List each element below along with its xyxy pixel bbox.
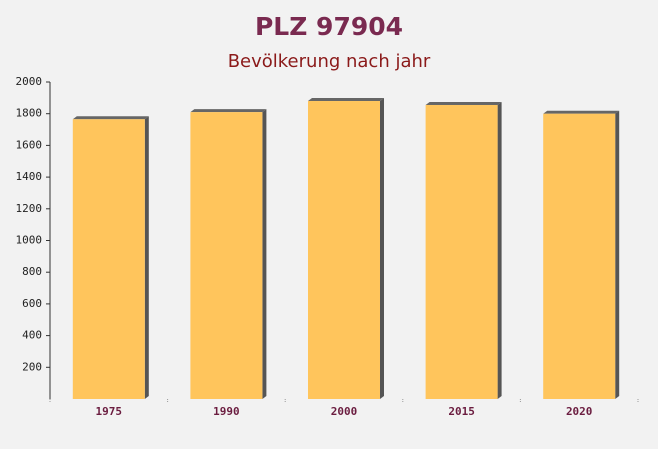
- x-tick-label: 2020: [566, 405, 593, 418]
- y-tick-label: 2000: [16, 75, 43, 88]
- x-tick-label: 1990: [213, 405, 240, 418]
- bar-shadow-top: [72, 116, 149, 120]
- y-tick-label: 200: [22, 360, 42, 373]
- bar: [543, 113, 616, 399]
- bar-shadow-top: [190, 109, 267, 113]
- x-tick-label: 1975: [96, 405, 123, 418]
- bar-shadow-top: [308, 98, 384, 102]
- y-tick-label: 800: [22, 265, 42, 278]
- bar-shadow: [262, 109, 267, 400]
- bar-shadow: [615, 110, 620, 399]
- bar: [72, 119, 145, 399]
- chart-title: PLZ 97904: [255, 12, 403, 41]
- bar-shadow: [380, 98, 384, 400]
- y-tick-label: 600: [22, 297, 42, 310]
- y-tick-label: 1400: [16, 170, 43, 183]
- y-tick-label: 400: [22, 329, 42, 342]
- y-tick-label: 1000: [16, 234, 43, 247]
- bar: [190, 112, 263, 400]
- bar-shadow-top: [543, 110, 620, 114]
- bar-shadow: [144, 116, 149, 399]
- y-tick-label: 1200: [16, 202, 43, 215]
- x-tick-label: 2000: [331, 405, 358, 418]
- y-tick-label: 1800: [16, 107, 43, 120]
- x-tick-label: 2015: [448, 405, 475, 418]
- y-tick-label: 1600: [16, 138, 43, 151]
- chart-subtitle: Bevölkerung nach jahr: [228, 51, 431, 72]
- bar: [425, 104, 498, 400]
- bar-shadow-top: [425, 101, 502, 105]
- bar: [308, 101, 380, 400]
- bar-shadow: [497, 101, 502, 400]
